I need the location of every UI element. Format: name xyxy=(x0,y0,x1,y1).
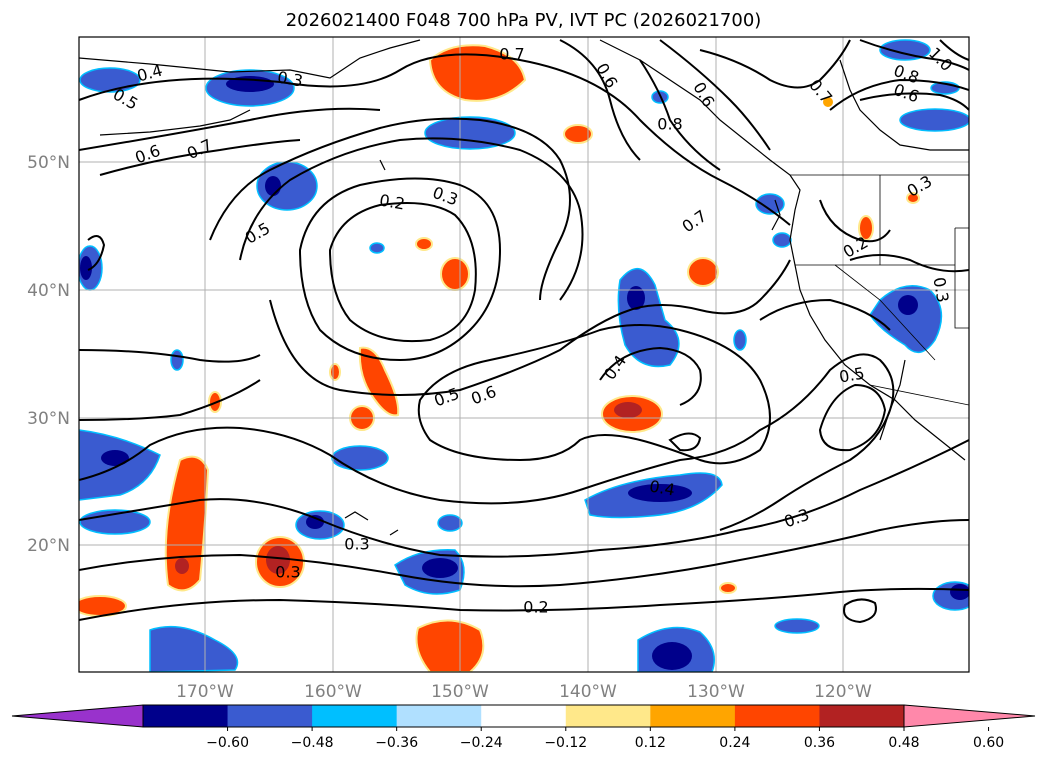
ivt-contours xyxy=(79,39,969,624)
lat-tick-label: 30°N xyxy=(27,409,70,429)
plot-background xyxy=(79,37,969,672)
pv-neg-core xyxy=(950,584,969,600)
colorbar-tick-label: 0.24 xyxy=(719,735,750,751)
pv-pos-area xyxy=(428,44,527,102)
lon-axis: 170°W 160°W 150°W 140°W 130°W 120°W xyxy=(176,682,872,702)
pv-pos-core xyxy=(614,402,642,418)
pv-pos-area xyxy=(823,97,833,107)
lon-tick-label: 120°W xyxy=(814,682,872,702)
pv-neg-area xyxy=(899,108,969,132)
colorbar-tick-label: 0.12 xyxy=(635,735,666,751)
lon-tick-label: 130°W xyxy=(687,682,745,702)
pv-pos-area xyxy=(858,215,874,241)
pv-pos-area xyxy=(719,582,737,594)
pv-neg-area xyxy=(437,514,463,532)
lon-tick-label: 150°W xyxy=(431,682,489,702)
pv-neg-area xyxy=(774,618,820,634)
pv-neg-area xyxy=(879,39,931,61)
lat-axis: 50°N 40°N 30°N 20°N xyxy=(27,153,70,556)
lon-tick-label: 170°W xyxy=(176,682,234,702)
colorbar-extend-low xyxy=(11,704,144,728)
lon-tick-label: 140°W xyxy=(559,682,617,702)
colorbar-bin xyxy=(565,705,651,727)
pv-neg-core xyxy=(101,450,129,466)
contour-label: 0.4 xyxy=(648,476,676,499)
contour-label: 0.2 xyxy=(523,598,548,617)
contour-label: 0.3 xyxy=(275,563,300,582)
pv-neg-core xyxy=(422,558,458,578)
pv-neg-core xyxy=(265,176,281,196)
pv-neg-core xyxy=(306,515,324,529)
colorbar-tick-label: 0.60 xyxy=(973,735,1004,751)
colorbar-tick-label: −0.60 xyxy=(206,735,249,751)
lat-tick-label: 50°N xyxy=(27,153,70,173)
pv-pos-area xyxy=(440,257,470,291)
pv-pos-area xyxy=(687,257,719,287)
contour-label: 0.5 xyxy=(838,363,866,386)
lat-tick-label: 20°N xyxy=(27,536,70,556)
state-borders xyxy=(790,174,969,406)
colorbar-tick-label: −0.24 xyxy=(460,735,503,751)
pv-neg-area xyxy=(733,329,747,351)
colorbar-bin xyxy=(227,705,313,727)
pv-neg-area xyxy=(755,193,785,215)
colorbar-tick-label: −0.12 xyxy=(544,735,587,751)
pv-neg-area xyxy=(424,116,516,150)
colorbar: −0.60 −0.48 −0.36 −0.24 −0.12 0.12 0.24 0.36 0.4… xyxy=(11,704,1036,751)
colorbar-bin xyxy=(396,705,482,727)
contour-label: 0.3 xyxy=(344,535,369,554)
colorbar-bin xyxy=(650,705,736,727)
pv-neg-area xyxy=(79,67,141,93)
pv-pos-area xyxy=(563,124,593,144)
pv-neg-area xyxy=(149,625,239,672)
lat-tick-label: 40°N xyxy=(27,281,70,301)
pv-pos-area xyxy=(415,619,485,672)
colorbar-extend-high xyxy=(903,704,1036,728)
pv-neg-core xyxy=(627,286,645,310)
colorbar-tick-label: −0.48 xyxy=(291,735,334,751)
pv-neg-area xyxy=(369,242,385,254)
map-title: 2026021400 F048 700 hPa PV, IVT PC (2026… xyxy=(285,10,762,31)
pv-pos-core xyxy=(175,558,189,574)
pv-neg-area xyxy=(772,232,792,248)
pv-pos-area xyxy=(329,363,341,381)
pv-neg-core xyxy=(652,642,692,670)
contour-label: 0.8 xyxy=(657,115,682,134)
pv-neg-core xyxy=(628,484,692,502)
colorbar-bin xyxy=(819,705,905,727)
pv-neg-area xyxy=(331,445,389,471)
pv-neg-area xyxy=(869,285,943,354)
coastlines xyxy=(79,39,969,536)
lon-tick-label: 160°W xyxy=(304,682,362,702)
colorbar-tick-label: 0.36 xyxy=(804,735,835,751)
pv-neg-core xyxy=(898,295,918,315)
colorbar-frame xyxy=(142,704,905,728)
contour-label: 0.3 xyxy=(276,67,304,90)
plot-frame xyxy=(78,36,970,673)
pv-neg-area xyxy=(170,349,184,371)
contour-label: 0.2 xyxy=(378,190,406,213)
colorbar-bin xyxy=(312,705,398,727)
pv-pos-core xyxy=(266,546,290,574)
colorbar-bin xyxy=(143,705,229,727)
pv-pos-area xyxy=(415,237,433,251)
pv-neg-core xyxy=(80,256,92,280)
colorbar-tick-label: −0.36 xyxy=(375,735,418,751)
pv-pos-area xyxy=(906,192,920,204)
colorbar-tick-label: 0.48 xyxy=(888,735,919,751)
colorbar-bin xyxy=(481,705,567,727)
contour-label: 0.3 xyxy=(929,276,952,304)
contour-label: 0.7 xyxy=(499,45,524,64)
colorbar-bin xyxy=(734,705,820,727)
